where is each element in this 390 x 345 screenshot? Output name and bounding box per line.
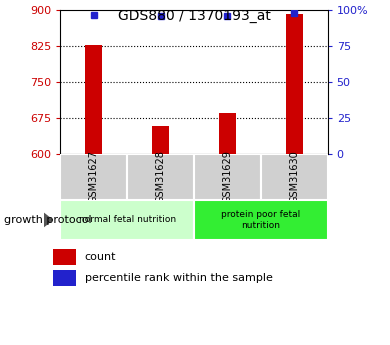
Text: GSM31627: GSM31627 [89,150,99,203]
Bar [219,113,236,154]
Text: normal fetal nutrition: normal fetal nutrition [79,215,176,225]
Bar [53,270,76,286]
Bar [286,14,303,154]
Bar [60,154,127,200]
Bar [85,45,102,154]
Text: count: count [85,252,116,262]
Text: GSM31629: GSM31629 [222,150,232,203]
Bar [194,200,328,240]
Text: protein poor fetal
nutrition: protein poor fetal nutrition [221,210,300,230]
Text: GDS880 / 1370193_at: GDS880 / 1370193_at [118,9,270,23]
Bar [60,200,194,240]
Bar [127,154,194,200]
Text: GSM31628: GSM31628 [156,150,166,203]
Bar [261,154,328,200]
Text: percentile rank within the sample: percentile rank within the sample [85,273,273,283]
Text: growth protocol: growth protocol [4,215,92,225]
Bar [194,154,261,200]
Bar [152,126,169,154]
Bar [53,249,76,265]
Polygon shape [44,212,53,228]
Text: GSM31630: GSM31630 [289,150,299,203]
